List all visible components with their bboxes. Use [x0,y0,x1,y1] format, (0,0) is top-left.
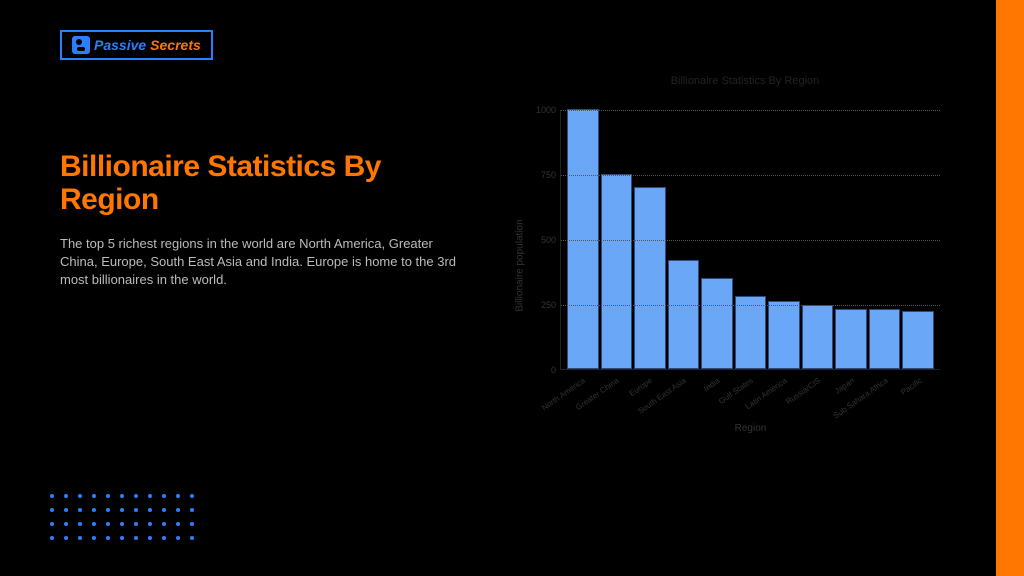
plot-area: Region 02505007501000North AmericaGreate… [560,110,940,370]
bar [768,301,800,369]
bar-chart: Billionaire Statistics By Region Billion… [525,75,965,445]
bar [902,311,934,370]
x-tick-label: India [702,376,721,393]
bar [735,296,767,369]
x-tick-label: Japan [833,376,856,396]
y-axis-label: Billionaire population [515,219,526,311]
page-title: Billionaire Statistics By Region [60,150,440,216]
logo-word-2: Secrets [150,37,201,53]
x-axis-label: Region [735,423,767,434]
bar [869,309,901,369]
orange-accent-bar [996,0,1024,576]
bar [567,109,599,369]
bar [835,309,867,369]
logo-word-1: Passive [94,37,146,53]
logo: Passive Secrets [60,30,213,60]
bar [601,174,633,369]
x-tick-label: Russia/CIS [785,376,823,406]
gridline [561,110,940,111]
description-text: The top 5 richest regions in the world a… [60,235,460,290]
y-tick-label: 1000 [531,105,556,115]
gridline [561,240,940,241]
x-tick-label: Europe [628,376,654,398]
y-tick-label: 750 [531,170,556,180]
x-tick-label: Pacific [899,376,923,397]
y-tick-label: 0 [531,365,556,375]
gridline [561,175,940,176]
bar [701,278,733,369]
bar [802,305,834,369]
logo-icon [72,36,90,54]
gridline [561,305,940,306]
y-tick-label: 500 [531,235,556,245]
bar [668,260,700,369]
y-tick-label: 250 [531,300,556,310]
decorative-dots-grid [50,494,200,546]
chart-title: Billionaire Statistics By Region [525,75,965,87]
bar [634,187,666,369]
